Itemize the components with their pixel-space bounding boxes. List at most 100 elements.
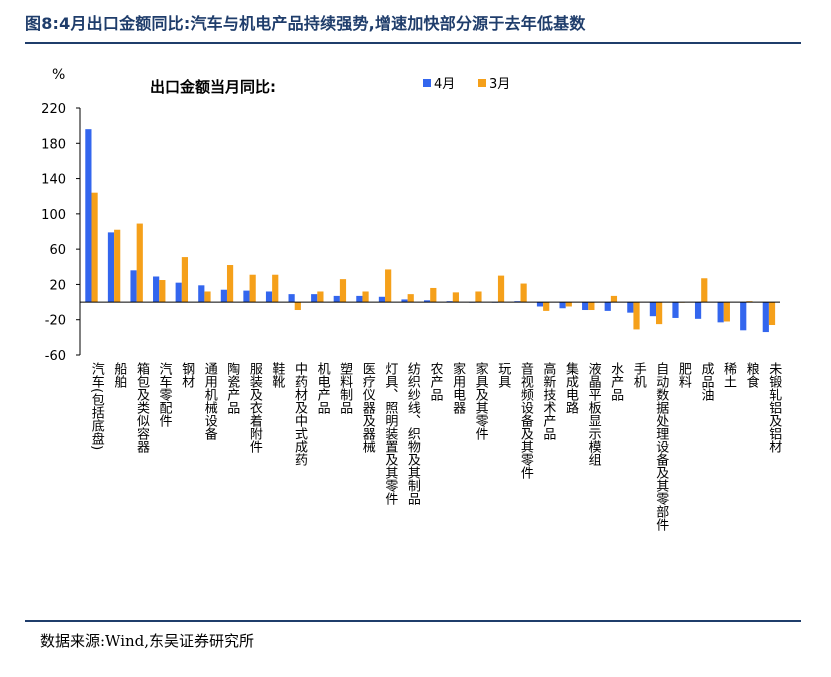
- y-axis-label: %: [52, 67, 65, 83]
- bar-april: [649, 302, 657, 317]
- x-tick-label: 玩具: [495, 362, 511, 388]
- x-tick-label: 通用机械设备: [202, 362, 218, 441]
- x-tick-label: 音视频设备及其零件: [518, 361, 534, 479]
- y-tick-label: 60: [49, 243, 66, 258]
- bar-march: [768, 302, 776, 326]
- x-tick-label: 农产品: [428, 362, 444, 401]
- x-tick-label: 成品油: [698, 362, 714, 401]
- x-tick-label: 手机: [631, 362, 647, 389]
- x-tick-label: 钢材: [179, 362, 195, 388]
- chart-title: 出口金额当月同比:: [150, 78, 276, 96]
- bar-april: [536, 302, 544, 307]
- x-tick-label: 灯具、照明装置及其零件: [382, 362, 398, 505]
- bar-march: [339, 279, 347, 303]
- bar-march: [497, 275, 505, 303]
- bar-march: [723, 302, 730, 322]
- bar-march: [294, 302, 301, 311]
- bar-march: [362, 291, 369, 303]
- bar-march: [543, 302, 550, 311]
- x-tick-label: 医疗仪器及器械: [360, 362, 376, 453]
- x-tick-label: 中药材及中式成药: [292, 362, 308, 466]
- x-tick-label: 汽车零配件: [157, 362, 173, 427]
- bar-march: [272, 274, 279, 303]
- bar-march: [114, 229, 121, 303]
- bar-march: [610, 295, 618, 303]
- legend-swatch-april: [423, 79, 431, 87]
- x-tick-label: 机电产品: [315, 362, 331, 414]
- x-axis: 汽车(包括底盘) 船舶 箱包及类似容器 汽车零配件 钢材 通用机械设备 陶瓷产品 服装及衣着附…: [80, 301, 782, 531]
- bar-march: [633, 302, 640, 330]
- y-tick-label: 220: [41, 102, 66, 117]
- x-tick-label: 鞋靴: [269, 361, 285, 389]
- bar-april: [582, 302, 589, 311]
- figure-title: 图8:4月出口金额同比:汽车与机电产品持续强势,增速加快部分源于去年低基数: [25, 14, 586, 33]
- x-tick-label: 肥料: [676, 362, 692, 388]
- bar-april: [265, 291, 273, 303]
- bar-april: [378, 296, 386, 303]
- x-tick-label: 陶瓷产品: [224, 361, 240, 414]
- bar-march: [407, 294, 414, 303]
- bar-march: [520, 283, 527, 303]
- bar-april: [672, 302, 679, 318]
- bar-april: [627, 302, 634, 313]
- bar-april: [311, 294, 318, 303]
- bar-april: [694, 302, 702, 319]
- bar-march: [226, 265, 234, 303]
- x-tick-label: 船舶: [111, 362, 127, 388]
- x-tick-label: 纺织纱线、织物及其制品: [405, 362, 421, 505]
- x-tick-label: 集成电路: [563, 361, 579, 414]
- y-tick-label: 20: [49, 278, 66, 293]
- bar-april: [243, 290, 250, 303]
- bar-chart: 出口金额当月同比: % 4月 3月 220 180 140 100 60 20 -20 -60…: [41, 67, 782, 531]
- top-rule: [25, 42, 801, 44]
- legend: 4月 3月: [423, 77, 510, 92]
- y-tick-label: 180: [41, 137, 66, 152]
- x-tick-label: 粮食: [744, 362, 760, 388]
- legend-label-march: 3月: [489, 77, 510, 92]
- y-axis: 220 180 140 100 60 20 -20 -60: [41, 102, 81, 364]
- legend-swatch-march: [478, 79, 486, 87]
- bar-april: [333, 295, 340, 303]
- bar-april: [130, 270, 137, 303]
- bar-march: [181, 257, 189, 303]
- y-tick-label: 100: [41, 208, 66, 223]
- x-tick-label: 汽车(包括底盘): [89, 362, 105, 450]
- bar-april: [424, 300, 431, 303]
- bar-march: [565, 302, 572, 307]
- bar-april: [85, 129, 92, 303]
- x-tick-label: 塑料制品: [337, 362, 353, 414]
- y-tick-label: -20: [45, 314, 66, 329]
- bar-april: [175, 282, 182, 303]
- bar-april: [107, 232, 115, 303]
- x-tick-label: 未锻轧铝及铝材: [766, 362, 782, 453]
- legend-label-april: 4月: [434, 77, 455, 92]
- bar-march: [701, 278, 708, 303]
- x-tick-label: 液晶平板显示模组: [586, 362, 602, 466]
- bar-march: [249, 274, 256, 303]
- bar-april: [401, 299, 408, 303]
- bar-march: [91, 192, 98, 303]
- bar-april: [198, 285, 205, 303]
- bar-april: [153, 276, 160, 303]
- source-note: 数据来源:Wind,东吴证券研究所: [40, 632, 255, 650]
- x-tick-label: 箱包及类似容器: [134, 361, 150, 454]
- x-tick-label: 自动数据处理设备及其零部件: [653, 362, 669, 531]
- bar-march: [136, 223, 143, 303]
- bar-march: [385, 269, 392, 303]
- x-tick-label: 稀土: [721, 362, 737, 388]
- bar-march: [588, 302, 595, 311]
- bar-april: [356, 295, 363, 303]
- x-tick-label: 服装及衣着附件: [247, 362, 263, 453]
- bar-march: [656, 302, 663, 325]
- bottom-rule: [25, 620, 801, 622]
- bar-march: [430, 287, 437, 303]
- bar-april: [604, 302, 611, 311]
- bar-april: [559, 302, 566, 309]
- bar-april: [762, 302, 769, 333]
- bar-april: [740, 302, 747, 331]
- bar-march: [317, 291, 324, 303]
- bars: [85, 129, 776, 333]
- bar-march: [475, 291, 482, 303]
- x-tick-label: 家具及其零件: [473, 361, 489, 440]
- bar-march: [452, 292, 459, 303]
